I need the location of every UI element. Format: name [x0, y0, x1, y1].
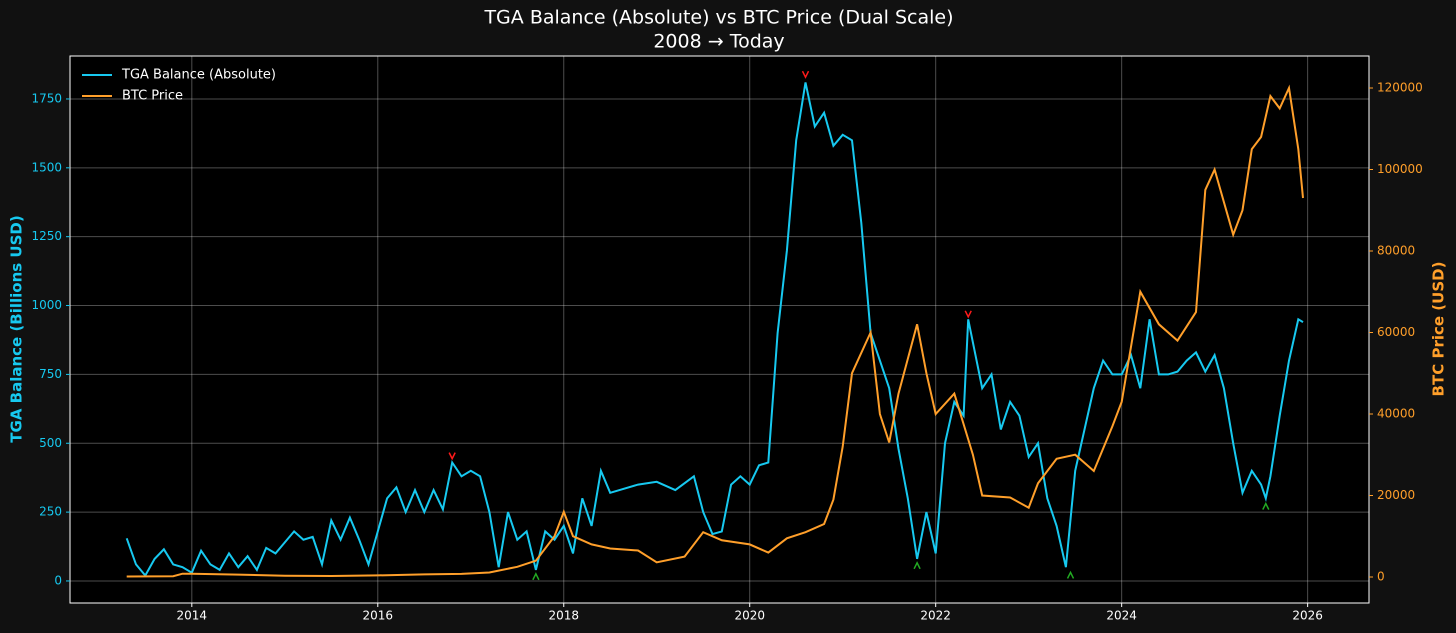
- trough-marker: [913, 561, 921, 570]
- y-tick-label: 500: [39, 436, 62, 450]
- x-tick-label: 2024: [1106, 609, 1137, 623]
- line: [125, 82, 1304, 578]
- y-tick-label: 1750: [31, 91, 62, 105]
- peak-marker: [964, 310, 972, 319]
- x-tick-label: 2014: [177, 609, 208, 623]
- peak-marker: [801, 70, 810, 79]
- y2-tick-label: 80000: [1377, 243, 1415, 257]
- y2-tick-label: 0: [1377, 570, 1385, 584]
- y2-tick-label: 20000: [1377, 488, 1415, 502]
- trough-marker: [532, 572, 540, 581]
- y2-axis-label: BTC Price (USD): [1430, 262, 1448, 397]
- y-tick-label: 1500: [31, 160, 62, 174]
- x-tick-label: 2020: [734, 609, 765, 623]
- y-tick-label: 1000: [31, 298, 62, 312]
- y-tick-label: 750: [39, 367, 62, 381]
- y-tick-label: 250: [39, 505, 62, 519]
- chart-subtitle: 2008 → Today: [653, 31, 784, 53]
- legend-label: TGA Balance (Absolute): [121, 68, 276, 83]
- y2-tick-label: 120000: [1377, 80, 1423, 94]
- x-tick-label: 2018: [548, 609, 579, 623]
- trough-marker: [1066, 570, 1075, 579]
- plot-area: [69, 55, 1370, 604]
- y-tick-label: 1250: [31, 229, 62, 243]
- chart-title: TGA Balance (Absolute) vs BTC Price (Dua…: [483, 7, 953, 29]
- trough-marker: [1262, 501, 1270, 510]
- x-tick-label: 2016: [363, 609, 394, 623]
- line: [126, 84, 1304, 578]
- peak-marker: [448, 452, 456, 461]
- y2-tick-label: 60000: [1377, 325, 1415, 339]
- y-tick-label: 0: [54, 573, 62, 587]
- x-tick-label: 2022: [920, 609, 951, 623]
- legend-label: BTC Price: [122, 89, 183, 104]
- y2-tick-label: 40000: [1377, 406, 1415, 420]
- y-axis-label: TGA Balance (Billions USD): [8, 215, 26, 442]
- y2-tick-label: 100000: [1377, 162, 1423, 176]
- x-tick-label: 2026: [1292, 609, 1323, 623]
